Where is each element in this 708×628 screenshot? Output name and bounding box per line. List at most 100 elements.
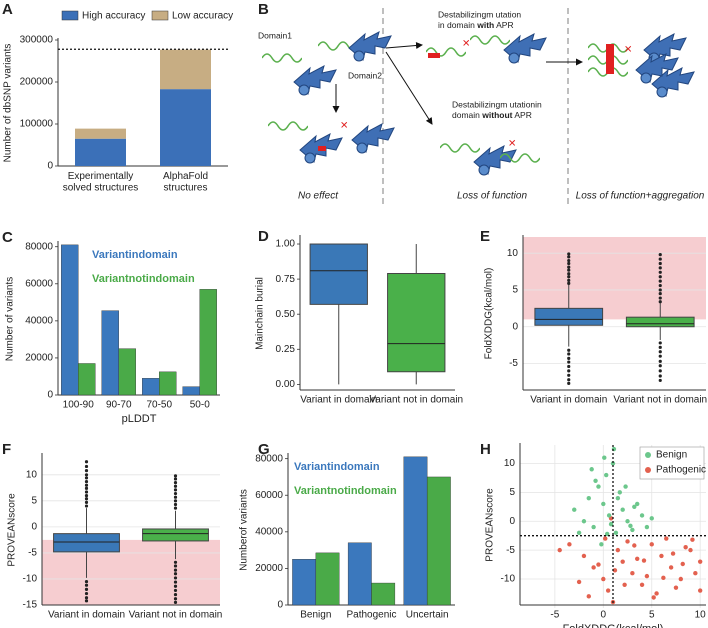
y-axis-label: PROVEANscore <box>485 488 496 562</box>
point <box>625 519 630 524</box>
point <box>651 595 656 600</box>
point <box>591 565 596 570</box>
x-tick-label: Variant in domain <box>530 395 607 406</box>
point <box>576 530 582 535</box>
caption: Loss of function+aggregation <box>576 191 705 202</box>
y-tick-label: 5 <box>31 495 37 506</box>
outlier <box>658 341 662 345</box>
point <box>632 504 637 510</box>
point <box>610 461 616 466</box>
point <box>586 495 591 501</box>
panel-letter: C <box>2 229 13 246</box>
caption: No effect <box>298 191 339 202</box>
y-tick-label: 0 <box>47 390 53 401</box>
legend-label: Benign <box>656 450 687 461</box>
point <box>678 576 684 582</box>
outlier <box>658 364 662 368</box>
point <box>683 545 688 550</box>
outlier <box>173 572 178 576</box>
loop <box>440 144 480 152</box>
point <box>599 542 604 547</box>
legend-label: Variantindomain <box>92 249 178 261</box>
annotation: Destabilizingm utation <box>438 9 521 19</box>
point <box>620 507 625 512</box>
outlier <box>567 272 571 276</box>
bar <box>118 348 136 396</box>
outlier <box>84 494 89 498</box>
point <box>623 484 628 489</box>
outlier <box>173 597 178 601</box>
outlier <box>658 275 662 279</box>
outlier <box>84 479 89 484</box>
box <box>53 533 120 553</box>
outlier <box>567 364 571 369</box>
outlier <box>658 350 662 354</box>
point <box>644 524 650 530</box>
text-part: domain <box>452 110 480 120</box>
y-tick-label: 10 <box>507 248 519 259</box>
point <box>649 516 654 521</box>
x-tick-label: 0 <box>601 610 607 621</box>
outlier <box>658 359 662 363</box>
bar <box>182 386 200 396</box>
box <box>142 528 209 542</box>
point <box>606 513 612 518</box>
outlier <box>173 576 178 580</box>
x-tick-label: Variant not in domain <box>613 395 707 406</box>
apr <box>606 44 614 74</box>
y-axis-label: PROVEANscore <box>7 493 18 567</box>
legend-label: High accuracy <box>82 11 145 22</box>
outlier <box>84 497 89 501</box>
point <box>622 582 627 587</box>
box <box>534 307 604 326</box>
outlier <box>567 258 571 263</box>
point <box>664 536 669 541</box>
y-axis-label: Number of variants <box>5 277 16 361</box>
point <box>630 571 635 576</box>
annotation: domain without APR <box>452 110 532 120</box>
outlier <box>567 252 571 256</box>
point <box>620 559 625 564</box>
point <box>697 588 703 593</box>
bar-segment <box>160 49 211 90</box>
panel-letter: F <box>2 441 11 458</box>
point <box>613 530 619 535</box>
point <box>628 523 633 529</box>
y-tick-label: 0 <box>47 161 53 172</box>
outlier <box>658 345 662 349</box>
outlier <box>658 354 662 358</box>
y-tick-label: 0.25 <box>276 344 296 355</box>
outlier <box>84 591 89 596</box>
y-tick-label: 5 <box>509 487 515 498</box>
y-tick-label: 0 <box>31 522 37 533</box>
point <box>690 537 695 542</box>
mutation-mark: ✕ <box>340 121 348 132</box>
y-tick-label: -5 <box>509 358 518 369</box>
bar <box>101 310 119 396</box>
bar <box>371 582 396 606</box>
y-tick-label: 300000 <box>20 35 54 46</box>
point <box>668 565 674 570</box>
point <box>617 490 622 495</box>
y-tick-label: 60000 <box>255 490 283 501</box>
bar-segment <box>160 89 211 166</box>
outlier <box>567 360 571 364</box>
point <box>688 547 693 553</box>
point <box>557 547 562 553</box>
point <box>615 547 621 553</box>
y-tick-label: 10 <box>504 458 516 469</box>
outlier <box>173 491 178 496</box>
text-part: without <box>481 110 512 120</box>
point <box>572 507 577 512</box>
point <box>601 501 606 507</box>
point <box>673 585 679 590</box>
y-tick-label: 20000 <box>25 353 53 364</box>
outlier <box>567 348 571 352</box>
outlier <box>84 460 89 464</box>
y-tick-label: 0.50 <box>276 309 296 320</box>
outlier <box>567 356 571 360</box>
outlier <box>567 352 571 356</box>
x-tick-label: 5 <box>649 610 655 621</box>
outlier <box>567 275 571 279</box>
